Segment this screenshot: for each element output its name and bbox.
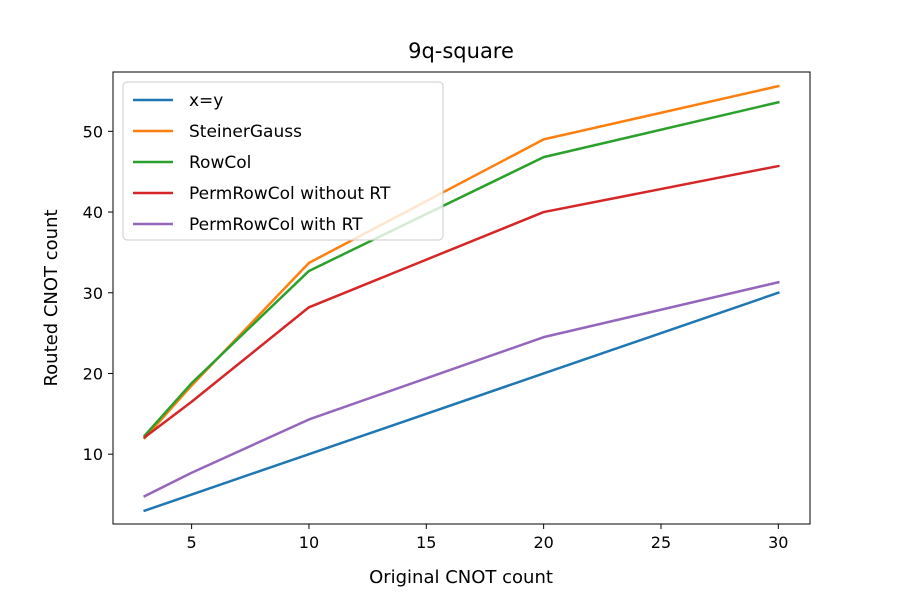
- y-axis-ticks: 10 20 30 40 50: [83, 122, 113, 464]
- legend-label-1: SteinerGauss: [189, 122, 302, 142]
- x-tick-label-2: 15: [416, 533, 436, 552]
- x-tick-label-4: 25: [651, 533, 671, 552]
- y-tick-label-4: 50: [83, 122, 103, 141]
- x-tick-label-1: 10: [299, 533, 319, 552]
- series-line-1: [142, 84, 780, 440]
- legend-label-0: x=y: [189, 91, 223, 111]
- legend-label-2: RowCol: [189, 153, 251, 173]
- legend-label-4: PermRowCol with RT: [189, 215, 363, 235]
- x-axis-ticks: 5 10 15 20 25 30: [187, 524, 788, 552]
- series-line-3: [142, 164, 780, 439]
- x-tick-label-3: 20: [533, 533, 553, 552]
- y-axis-label: Routed CNOT count: [41, 209, 62, 386]
- x-tick-label-5: 30: [768, 533, 788, 552]
- series-line-0: [143, 291, 780, 513]
- y-tick-label-3: 40: [83, 203, 103, 222]
- legend-box: [122, 81, 444, 241]
- legend-label-3: PermRowCol without RT: [189, 184, 391, 204]
- x-tick-label-0: 5: [187, 533, 197, 552]
- x-axis-label: Original CNOT count: [369, 567, 553, 588]
- series-lines: [142, 84, 780, 513]
- plot-area-frame: [112, 71, 811, 525]
- series-line-4: [143, 280, 780, 498]
- y-tick-label-2: 30: [83, 284, 103, 303]
- legend: x=y SteinerGauss RowCol PermRowCol without …: [122, 81, 444, 241]
- chart-title: 9q-square: [408, 39, 514, 63]
- y-tick-label-1: 20: [83, 364, 103, 383]
- series-line-2: [142, 100, 780, 438]
- y-tick-label-0: 10: [83, 445, 103, 464]
